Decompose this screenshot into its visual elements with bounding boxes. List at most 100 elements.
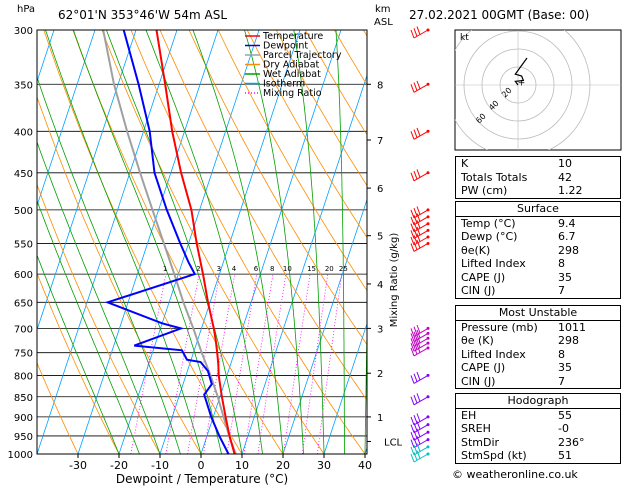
temperature-tick-label: 10 [235, 459, 249, 472]
surface-row: CAPE (J) 35 [456, 271, 620, 285]
legend-label: Isotherm [263, 79, 305, 90]
surface-label: θe(K) [461, 243, 491, 257]
wind-barb-flag [416, 428, 421, 437]
dry-adiabat-line [159, 30, 367, 401]
wind-barb-shaft [413, 29, 429, 39]
wind-barb-flag [416, 393, 421, 402]
header-datetime: 27.02.2021 00GMT (Base: 00) [409, 8, 590, 22]
wind-barb-shaft [413, 347, 429, 357]
wind-barb-flag [413, 28, 418, 37]
wind-barb-shaft [413, 453, 429, 463]
km-tick-label: 8 [377, 80, 383, 91]
wind-barb-flag [416, 213, 421, 222]
mixing-ratio-line [130, 274, 167, 454]
wind-barbs [410, 26, 430, 463]
pressure-tick-label: 900 [14, 413, 33, 424]
x-axis-title: Dewpoint / Temperature (°C) [116, 472, 288, 486]
wind-barb-flag [410, 342, 415, 352]
mixing-ratio-axis-title: Mixing Ratio (g/kg) [389, 233, 400, 328]
asl-unit-label: ASL [374, 17, 393, 28]
pressure-tick-label: 400 [14, 127, 33, 138]
mixing-ratio-line [226, 274, 258, 454]
wet-adiabat-line [244, 30, 304, 454]
dry-adiabat-line [37, 361, 79, 454]
wind-barb-shaft [413, 342, 429, 352]
wet-adiabat-line [37, 140, 161, 454]
mixing-ratio-line [257, 274, 287, 454]
hodograph-stat-row: SREH -0 [456, 422, 620, 436]
wet-adiabat-line [145, 30, 263, 454]
wind-barb-flag [416, 80, 421, 90]
wet-adiabat-line [37, 199, 140, 454]
km-tick-label: 7 [377, 136, 383, 147]
dry-adiabat-line [188, 30, 367, 346]
header-location: 62°01'N 353°46'W 54m ASL [58, 8, 228, 22]
wind-barb-flag [416, 26, 421, 35]
dry-adiabat-line [217, 30, 367, 292]
wind-barb-flag [413, 221, 418, 231]
hodograph-trace [514, 57, 528, 86]
dry-adiabat-line [37, 272, 120, 454]
wind-barb-flag [410, 439, 415, 448]
km-tick-label: 1 [377, 413, 383, 424]
wind-barb-flag [416, 443, 421, 452]
wind-barb-flag [416, 334, 421, 344]
isotherm-line [118, 30, 260, 454]
mixing-ratio-line [302, 274, 329, 454]
wind-barb-shaft [413, 332, 429, 342]
most-unstable-title: Most Unstable [498, 306, 578, 319]
wind-barb-flag [410, 424, 415, 433]
isotherm-line [282, 198, 367, 454]
wet-adiabat-line [37, 76, 181, 454]
surface-row: Temp (°C) 9.4 [456, 215, 620, 231]
mixing-ratio-label: 3 [217, 265, 221, 273]
surface-row: θe(K) 298 [456, 244, 620, 258]
legend-label: Temperature [262, 31, 323, 42]
isotherm-line [241, 74, 367, 454]
surface-title: Surface [517, 202, 559, 215]
wind-barb-flag [413, 394, 418, 404]
isotherm-line [77, 30, 219, 454]
km-tick-label: 4 [377, 280, 383, 291]
mixing-ratio-label: 8 [270, 265, 274, 273]
axes: hPa3003504004505005506006507007508008509… [8, 4, 403, 486]
most-unstable-label: Pressure (mb) [461, 320, 538, 334]
mixing-ratio-label: 20 [325, 265, 334, 273]
wind-barb-flag [416, 127, 421, 137]
wind-barb-flag [416, 220, 421, 229]
wind-barb-shaft [413, 229, 429, 239]
wind-barb-flag [410, 223, 415, 232]
mixing-ratio-label: 10 [283, 265, 292, 273]
isotherm-line [0, 30, 13, 454]
indices-rows: K 10 Totals Totals 42 PW (cm) 1.22 [456, 157, 620, 198]
legend-label: Mixing Ratio [263, 88, 322, 99]
wet-adiabat-line [293, 30, 325, 454]
mixing-ratio-line [283, 274, 311, 454]
wind-barb-shaft [413, 223, 429, 233]
wind-barb-flag [410, 84, 415, 93]
wind-barb-flag [413, 437, 418, 447]
most-unstable-row: CAPE (J) 35 [456, 361, 620, 375]
most-unstable-table: Most Unstable Pressure (mb) 1011 θe (K) 298… [455, 305, 621, 389]
wind-barb-shaft [413, 236, 429, 246]
hodograph-stat-value: 236° [558, 435, 585, 449]
wet-adiabat-line [364, 304, 367, 454]
wind-barb-flag [416, 436, 421, 445]
wind-barb-shaft [413, 130, 429, 140]
surface-value: 9.4 [558, 216, 576, 230]
wind-barb-flag [413, 341, 418, 350]
wind-barb-flag [416, 233, 421, 242]
isotherm-line [159, 30, 301, 454]
surface-value: 35 [558, 270, 572, 284]
pressure-tick-label: 1000 [8, 450, 33, 461]
surface-value: 8 [558, 257, 565, 270]
parcel-trajectory-line [102, 30, 237, 454]
most-unstable-row: θe (K) 298 [456, 334, 620, 348]
legend-label: Dewpoint [263, 41, 308, 52]
plot-frame [36, 29, 368, 455]
wind-barb-shaft [413, 431, 429, 441]
pressure-tick-label: 850 [14, 393, 33, 404]
wind-barb-flag [416, 226, 421, 236]
wind-barb-flag [416, 339, 421, 348]
